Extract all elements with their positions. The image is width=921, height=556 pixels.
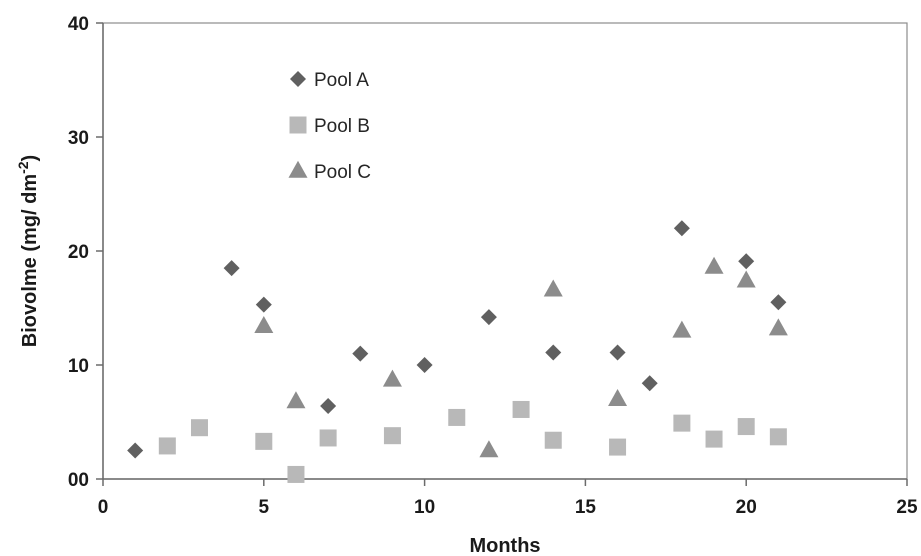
data-point-square <box>705 430 723 448</box>
data-point-diamond <box>770 294 787 311</box>
data-point-square <box>255 432 273 450</box>
y-axis-title-close: ) <box>19 155 41 162</box>
legend: Pool A Pool B Pool C <box>288 70 371 183</box>
data-point-triangle <box>479 440 499 458</box>
y-axis-ticks: 00 10 20 30 40 <box>68 14 103 491</box>
x-tick-label: 5 <box>259 497 270 518</box>
data-point-diamond <box>738 253 755 270</box>
data-point-diamond <box>480 309 497 326</box>
data-point-square <box>512 400 530 418</box>
x-tick-label: 0 <box>98 497 109 518</box>
legend-label: Pool B <box>314 116 370 137</box>
y-axis-title: Biovolme (mg/ dm-2) <box>15 155 41 347</box>
data-point-diamond <box>673 220 690 237</box>
data-point-diamond <box>255 296 272 313</box>
data-point-square <box>544 431 562 449</box>
y-tick-label: 20 <box>68 242 89 263</box>
data-point-square <box>319 429 337 447</box>
legend-marker-diamond <box>290 71 306 87</box>
y-tick-label: 40 <box>68 14 89 35</box>
y-tick-label: 10 <box>68 356 89 377</box>
data-point-triangle <box>672 320 692 338</box>
data-markers <box>127 220 788 483</box>
data-point-triangle <box>382 369 402 387</box>
plot-area <box>102 22 908 480</box>
x-tick-label: 10 <box>414 497 435 518</box>
data-point-triangle <box>254 316 274 334</box>
data-point-square <box>158 437 176 455</box>
data-point-square <box>673 414 691 432</box>
x-tick-label: 25 <box>896 497 918 518</box>
data-point-triangle <box>704 256 724 274</box>
data-point-triangle <box>736 270 756 288</box>
data-point-diamond <box>609 344 626 361</box>
data-point-diamond <box>223 260 240 277</box>
y-axis-title-superscript: -2 <box>15 161 31 174</box>
data-point-triangle <box>768 318 788 336</box>
data-point-square <box>737 418 755 436</box>
legend-label: Pool A <box>314 70 369 91</box>
legend-label: Pool C <box>314 162 371 183</box>
data-point-triangle <box>543 279 563 297</box>
data-point-diamond <box>545 344 562 361</box>
legend-marker-triangle <box>288 160 308 178</box>
data-point-diamond <box>320 398 337 415</box>
data-point-diamond <box>416 357 433 373</box>
x-axis-title: Months <box>469 535 540 556</box>
data-point-diamond <box>127 442 144 459</box>
data-point-triangle <box>608 389 628 406</box>
x-tick-label: 15 <box>575 497 597 518</box>
data-point-square <box>287 465 305 483</box>
data-point-diamond <box>352 345 369 362</box>
data-point-square <box>769 428 787 446</box>
data-point-square <box>383 427 401 445</box>
x-tick-label: 20 <box>736 497 757 518</box>
data-point-triangle <box>286 391 306 409</box>
y-tick-label: 00 <box>68 470 89 491</box>
x-axis-ticks: 0 5 10 15 20 25 <box>98 479 918 518</box>
data-point-square <box>448 408 466 426</box>
data-point-diamond <box>641 375 658 392</box>
y-axis-title-main: Biovolme (mg/ dm <box>19 174 41 347</box>
legend-marker-square <box>289 116 307 134</box>
data-point-square <box>190 419 208 437</box>
data-point-square <box>609 438 627 456</box>
y-tick-label: 30 <box>68 128 89 149</box>
